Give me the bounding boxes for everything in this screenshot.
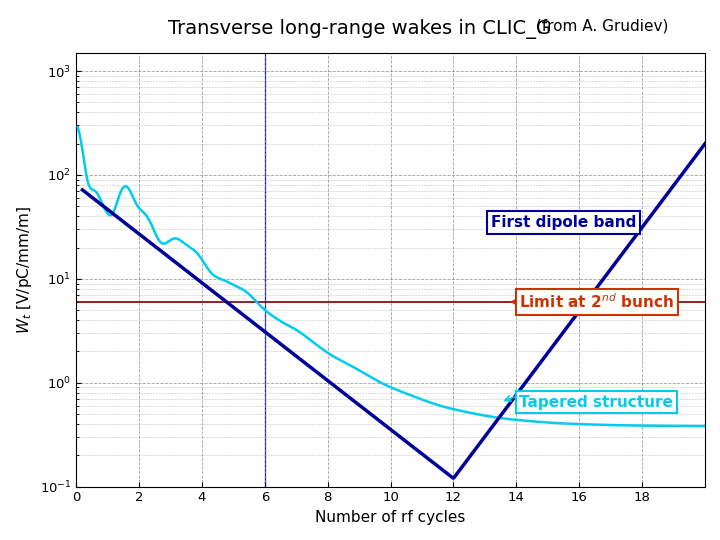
Text: Transverse long-range wakes in CLIC_G: Transverse long-range wakes in CLIC_G [168,19,552,39]
Y-axis label: $W_t$ [V/pC/mm/m]: $W_t$ [V/pC/mm/m] [15,206,34,334]
Text: Limit at 2$^{nd}$ bunch: Limit at 2$^{nd}$ bunch [520,293,675,311]
Text: Tapered structure: Tapered structure [520,395,673,410]
X-axis label: Number of rf cycles: Number of rf cycles [315,510,466,525]
Text: (from A. Grudiev): (from A. Grudiev) [531,19,669,34]
Text: First dipole band: First dipole band [491,215,636,230]
